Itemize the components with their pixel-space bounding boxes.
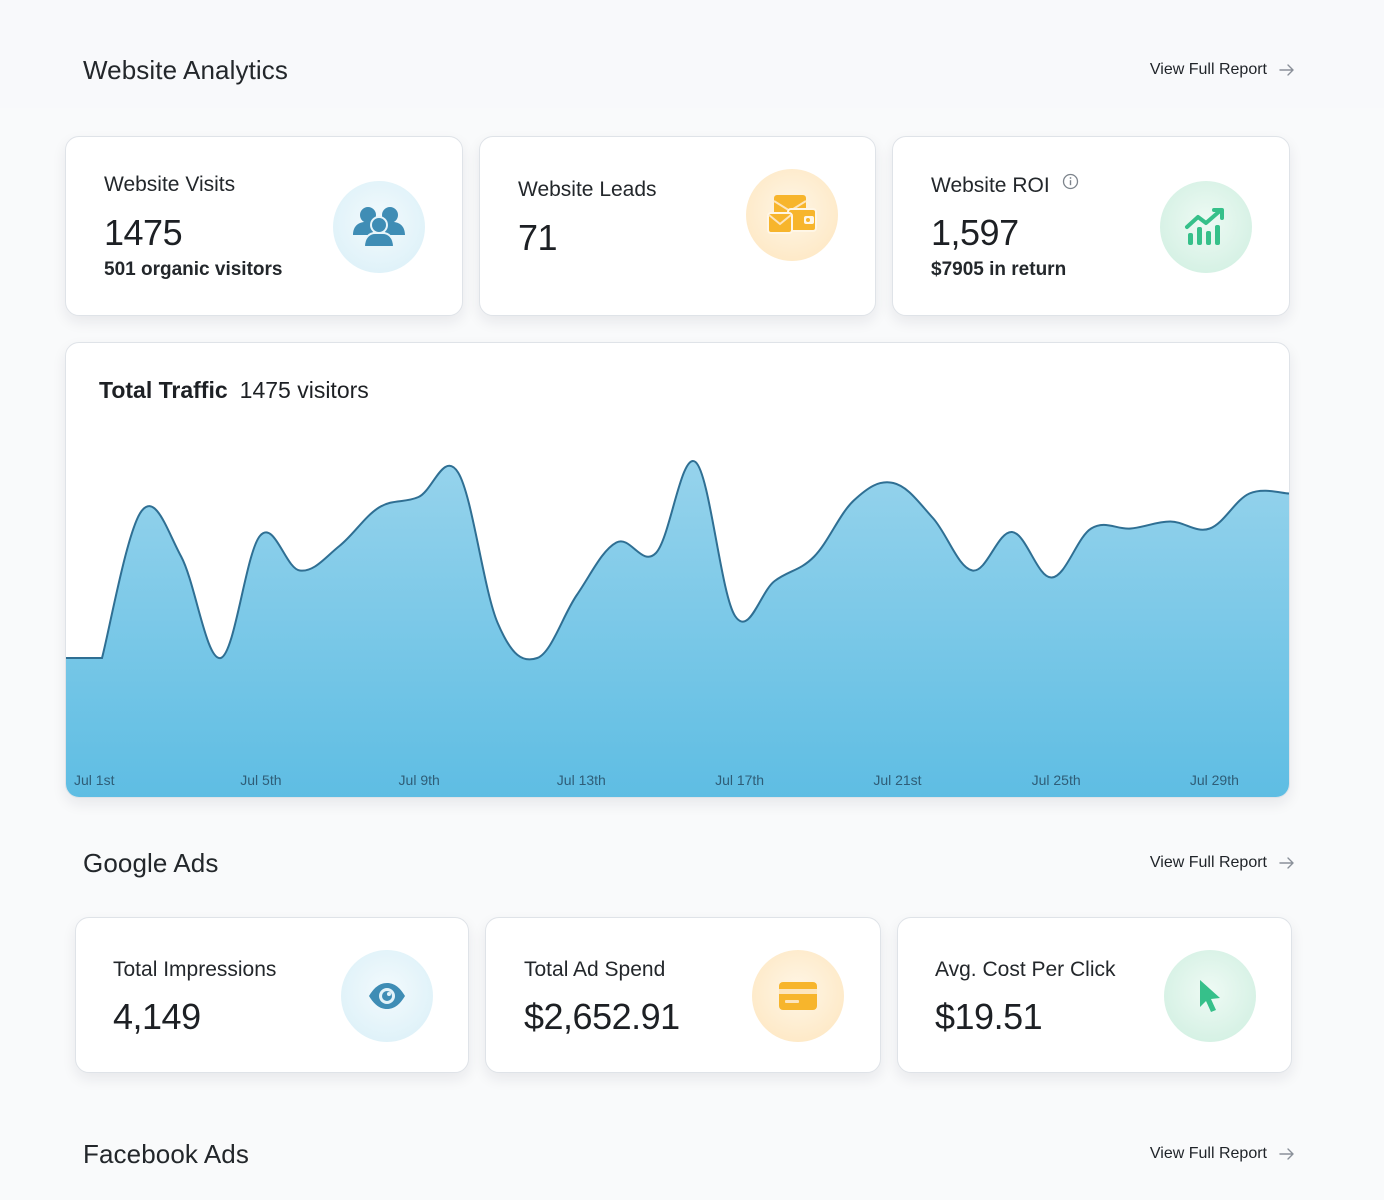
traffic-data-point[interactable]: Jul 25th: 43 bbox=[1046, 572, 1058, 584]
stat-label: Total Impressions bbox=[113, 958, 277, 981]
traffic-data-point[interactable]: Jul 29th: 57 bbox=[1204, 523, 1216, 535]
x-tick-label: Jul 1st bbox=[74, 772, 115, 788]
traffic-data-point[interactable]: Jul 30th: 67 bbox=[1243, 488, 1255, 500]
ad-spend-icon-badge bbox=[752, 950, 844, 1042]
website-roi-card[interactable]: Website ROI 1,597 $7905 in return bbox=[892, 136, 1290, 316]
x-tick-label: Jul 17th bbox=[715, 772, 764, 788]
traffic-series-line bbox=[66, 460, 1289, 661]
users-icon-badge bbox=[333, 181, 425, 273]
traffic-data-point[interactable]: Jul 18th: 42 bbox=[769, 575, 781, 587]
traffic-data-point[interactable]: Jul 23rd: 45 bbox=[966, 565, 978, 577]
envelope-wallet-icon bbox=[767, 195, 817, 234]
stat-value: $19.51 bbox=[935, 996, 1043, 1037]
traffic-data-point[interactable]: Jul 13th: 38 bbox=[571, 589, 583, 601]
credit-card-icon bbox=[779, 982, 817, 1010]
arrow-right-icon bbox=[1279, 1148, 1294, 1160]
traffic-data-point[interactable]: Jul 19th: 49 bbox=[808, 551, 820, 563]
total-impressions-card[interactable]: Total Impressions 4,149 bbox=[75, 917, 469, 1073]
stat-value: 71 bbox=[518, 217, 558, 258]
traffic-area-chart: Jul 1st: 20 Jul 2nd: 62 Jul 3rd: 49 Jul 4th… bbox=[66, 456, 1289, 797]
traffic-data-point[interactable]: Jul 17th: 32 bbox=[729, 610, 741, 622]
stat-label: Website Leads bbox=[518, 178, 657, 201]
total-traffic-card: Jul 1st: 20 Jul 2nd: 62 Jul 3rd: 49 Jul 4th… bbox=[65, 342, 1290, 798]
website-visits-card[interactable]: Website Visits 1475 501 organic visitors bbox=[65, 136, 463, 316]
traffic-data-point[interactable]: Jul 22nd: 60 bbox=[927, 512, 939, 524]
traffic-title: Total Traffic bbox=[99, 377, 228, 403]
traffic-data-point[interactable]: Jul 11th: 30 bbox=[492, 617, 504, 629]
traffic-data-point[interactable]: Jul 7th: 52 bbox=[333, 540, 345, 552]
stat-label: Website ROI bbox=[931, 174, 1050, 197]
report-link-label: View Full Report bbox=[1149, 854, 1267, 871]
info-icon[interactable] bbox=[1062, 173, 1079, 190]
users-icon bbox=[353, 207, 405, 248]
stat-label: Total Ad Spend bbox=[524, 958, 666, 981]
x-tick-label: Jul 9th bbox=[399, 772, 440, 788]
cpc-icon-badge bbox=[1164, 950, 1256, 1042]
x-tick-label: Jul 29th bbox=[1190, 772, 1239, 788]
arrow-right-icon bbox=[1279, 64, 1294, 76]
x-tick-label: Jul 25th bbox=[1032, 772, 1081, 788]
x-tick-label: Jul 5th bbox=[240, 772, 281, 788]
traffic-data-point[interactable]: Jul 8th: 63 bbox=[373, 502, 385, 514]
arrow-right-icon bbox=[1279, 857, 1294, 869]
avg-cost-per-click-card[interactable]: Avg. Cost Per Click $19.51 bbox=[897, 917, 1292, 1073]
leads-icon-badge bbox=[746, 169, 838, 261]
facebook-ads-header: Facebook Ads View Full Report bbox=[83, 1134, 1295, 1174]
stat-label: Avg. Cost Per Click bbox=[935, 958, 1116, 981]
stat-value: 1,597 bbox=[931, 212, 1019, 253]
traffic-data-point[interactable]: Jul 2nd: 62 bbox=[136, 505, 148, 517]
website-analytics-header: Website Analytics View Full Report bbox=[83, 50, 1295, 90]
total-ad-spend-card[interactable]: Total Ad Spend $2,652.91 bbox=[485, 917, 881, 1073]
roi-icon-badge bbox=[1160, 181, 1252, 273]
stat-value: 4,149 bbox=[113, 996, 201, 1037]
stat-subtext: 501 organic visitors bbox=[104, 259, 283, 280]
traffic-title-row: Total Traffic 1475 visitors bbox=[99, 377, 369, 404]
traffic-data-point[interactable]: Jul 5th: 55 bbox=[254, 530, 266, 542]
google-ads-header: Google Ads View Full Report bbox=[83, 843, 1295, 883]
website-analytics-title: Website Analytics bbox=[83, 54, 288, 85]
website-analytics-report-link[interactable]: View Full Report bbox=[1150, 61, 1295, 79]
traffic-data-point[interactable]: Jul 26th: 57 bbox=[1085, 523, 1097, 535]
x-tick-label: Jul 13th bbox=[557, 772, 606, 788]
traffic-data-point[interactable]: Jul 27th: 57 bbox=[1125, 523, 1137, 535]
traffic-data-point[interactable]: Jul 6th: 45 bbox=[294, 565, 306, 577]
website-leads-card[interactable]: Website Leads 71 bbox=[479, 136, 876, 316]
traffic-area-fill bbox=[66, 461, 1289, 797]
traffic-data-point[interactable]: Jul 4th: 20 bbox=[215, 652, 227, 664]
impressions-icon-badge bbox=[341, 950, 433, 1042]
eye-icon bbox=[369, 983, 405, 1009]
traffic-data-point[interactable]: Jul 21st: 70 bbox=[887, 477, 899, 489]
traffic-data-point[interactable]: Jul 28th: 59 bbox=[1164, 516, 1176, 528]
traffic-data-point[interactable]: Jul 24th: 56 bbox=[1006, 526, 1018, 538]
traffic-data-point[interactable]: Jul 20th: 65 bbox=[848, 495, 860, 507]
google-ads-title: Google Ads bbox=[83, 847, 219, 878]
x-tick-label: Jul 21st bbox=[873, 772, 921, 788]
traffic-data-point[interactable]: Jul 9th: 66 bbox=[413, 491, 425, 503]
traffic-data-point[interactable]: Jul 3rd: 49 bbox=[175, 551, 187, 563]
traffic-data-point[interactable]: Jul 10th: 73 bbox=[452, 467, 464, 479]
stat-value: $2,652.91 bbox=[524, 996, 680, 1037]
traffic-data-point[interactable]: Jul 1st: 20 bbox=[96, 652, 108, 664]
report-link-label: View Full Report bbox=[1149, 61, 1267, 78]
cursor-icon bbox=[1200, 980, 1220, 1012]
traffic-data-point[interactable]: Jul 16th: 76 bbox=[690, 456, 702, 468]
stat-label-with-info: Website ROI bbox=[931, 173, 1079, 198]
report-link-label: View Full Report bbox=[1149, 1145, 1267, 1162]
traffic-visitors: 1475 visitors bbox=[239, 377, 369, 403]
facebook-ads-report-link[interactable]: View Full Report bbox=[1150, 1145, 1295, 1163]
stat-label: Website Visits bbox=[104, 173, 236, 196]
bar-chart-trend-icon bbox=[1185, 208, 1224, 245]
facebook-ads-title: Facebook Ads bbox=[83, 1138, 249, 1169]
stat-value: 1475 bbox=[104, 212, 183, 253]
stat-subtext: $7905 in return bbox=[931, 259, 1067, 280]
traffic-data-point[interactable]: Jul 14th: 53 bbox=[610, 537, 622, 549]
traffic-data-point[interactable]: Jul 15th: 50 bbox=[650, 547, 662, 559]
header-band bbox=[0, 0, 1384, 108]
google-ads-report-link[interactable]: View Full Report bbox=[1150, 854, 1295, 872]
traffic-data-point[interactable]: Jul 12th: 20 bbox=[531, 652, 543, 664]
